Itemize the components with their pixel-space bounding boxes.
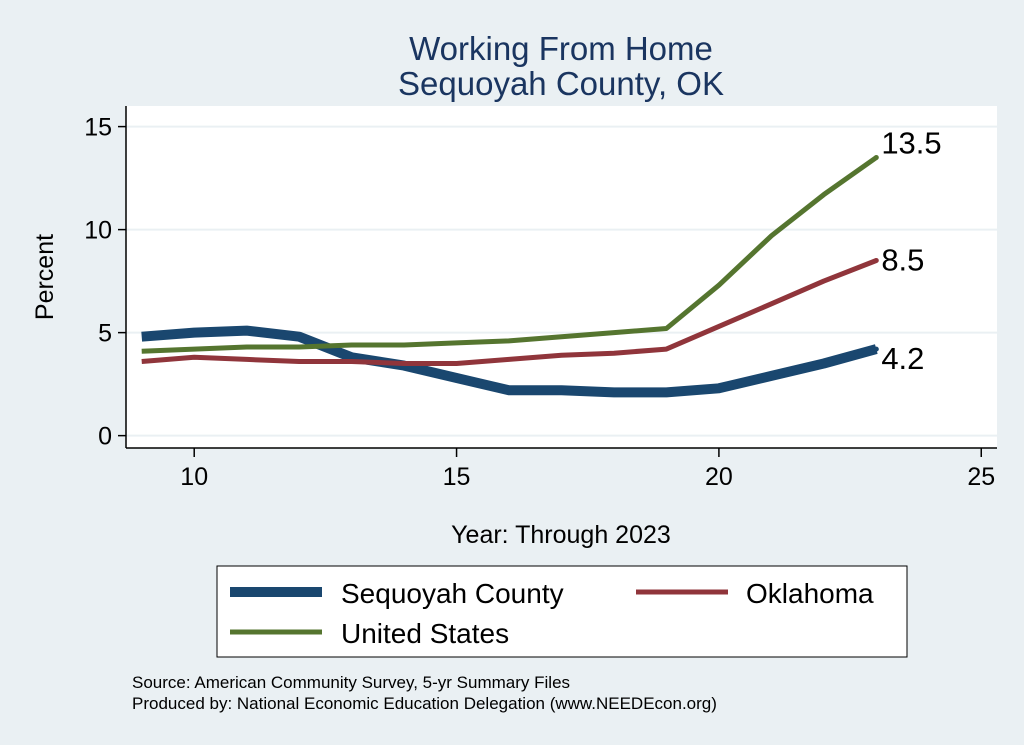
end-label-united-states: 13.5 <box>881 126 941 161</box>
x-axis-label: Year: Through 2023 <box>451 521 671 549</box>
series-lines <box>141 155 879 398</box>
end-label-oklahoma: 8.5 <box>881 243 924 278</box>
x-tick-label-25: 25 <box>967 463 995 491</box>
x-tick-label-10: 10 <box>180 463 208 491</box>
produced-by-note: Produced by: National Economic Education… <box>132 694 717 713</box>
x-tick-label-20: 20 <box>705 463 733 491</box>
y-tick-label-5: 5 <box>98 320 112 348</box>
end-point-united-states <box>873 155 879 161</box>
x-tick-label-15: 15 <box>443 463 471 491</box>
series-line-oklahoma <box>141 258 878 366</box>
legend-box <box>216 565 908 658</box>
chart-title: Working From Home <box>409 30 713 67</box>
legend: Sequoyah County Oklahoma United States <box>216 565 908 658</box>
end-point-oklahoma <box>873 258 879 264</box>
legend-label-oklahoma: Oklahoma <box>746 578 874 609</box>
end-labels: 4.2 8.5 13.5 <box>881 126 941 377</box>
y-tick-label-15: 15 <box>84 114 112 142</box>
end-point-sequoyah <box>873 346 879 352</box>
source-note: Source: American Community Survey, 5-yr … <box>132 673 570 692</box>
axes: 0 5 10 15 10 15 20 25 <box>84 106 997 491</box>
series-line-sequoyah <box>141 325 878 398</box>
legend-label-sequoyah: Sequoyah County <box>341 578 564 609</box>
plot-area <box>126 106 997 448</box>
y-axis-label: Percent <box>31 234 59 320</box>
y-tick-label-0: 0 <box>98 423 112 451</box>
end-label-sequoyah: 4.2 <box>881 341 924 376</box>
chart-subtitle: Sequoyah County, OK <box>398 65 724 102</box>
series-line-united-states <box>141 155 878 354</box>
y-tick-label-10: 10 <box>84 217 112 245</box>
legend-label-united-states: United States <box>341 618 509 649</box>
